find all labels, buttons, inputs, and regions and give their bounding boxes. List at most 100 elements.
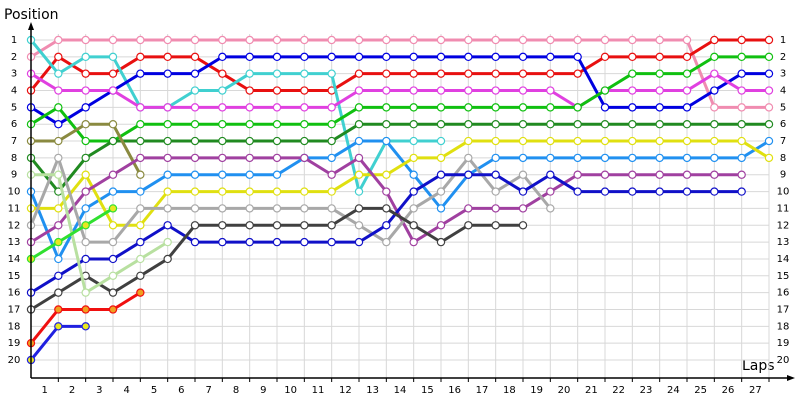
point bbox=[655, 103, 664, 112]
point bbox=[737, 69, 746, 78]
point bbox=[682, 120, 692, 129]
point bbox=[737, 153, 746, 163]
point bbox=[327, 120, 336, 129]
point bbox=[136, 153, 145, 163]
series-line bbox=[31, 139, 770, 227]
point bbox=[136, 204, 145, 213]
y-tick-label-right: 2 bbox=[780, 52, 786, 63]
x-tick-label: 26 bbox=[722, 385, 735, 396]
point bbox=[108, 35, 118, 45]
y-tick-label: 16 bbox=[8, 288, 21, 299]
point bbox=[546, 120, 555, 129]
point bbox=[163, 153, 172, 163]
y-tick-label-right: 16 bbox=[777, 288, 790, 299]
point bbox=[272, 86, 282, 95]
point bbox=[108, 305, 118, 314]
point bbox=[682, 52, 692, 62]
y-tick-label: 20 bbox=[8, 355, 21, 366]
point bbox=[518, 136, 528, 146]
point bbox=[354, 187, 364, 196]
point bbox=[108, 52, 118, 62]
point bbox=[436, 237, 446, 247]
point bbox=[272, 153, 282, 163]
point bbox=[81, 204, 90, 213]
point bbox=[655, 187, 664, 196]
x-tick-label: 18 bbox=[503, 385, 516, 396]
point bbox=[682, 153, 692, 163]
point bbox=[54, 237, 63, 247]
y-tick-label-right: 3 bbox=[780, 69, 786, 80]
point bbox=[382, 103, 391, 112]
point bbox=[764, 52, 774, 62]
point bbox=[409, 187, 418, 196]
y-tick-label-right: 12 bbox=[777, 220, 790, 231]
point bbox=[628, 103, 637, 112]
point bbox=[190, 153, 200, 163]
point bbox=[682, 136, 692, 146]
point bbox=[682, 170, 692, 179]
point bbox=[382, 120, 391, 129]
point bbox=[573, 120, 582, 129]
point bbox=[573, 153, 582, 163]
point bbox=[464, 52, 473, 62]
point bbox=[436, 120, 446, 129]
point bbox=[518, 120, 528, 129]
point bbox=[54, 69, 63, 78]
point bbox=[81, 52, 90, 62]
point bbox=[354, 86, 364, 95]
point bbox=[81, 35, 90, 45]
y-tick-label: 19 bbox=[8, 338, 21, 349]
point bbox=[300, 69, 309, 78]
point bbox=[300, 120, 309, 129]
point bbox=[464, 221, 473, 230]
point bbox=[409, 170, 418, 179]
x-tick-label: 16 bbox=[448, 385, 461, 396]
point bbox=[81, 86, 90, 95]
point bbox=[218, 120, 227, 129]
point bbox=[710, 35, 719, 45]
point bbox=[245, 86, 254, 95]
x-tick-label: 17 bbox=[476, 385, 489, 396]
y-tick-label-right: 6 bbox=[780, 119, 786, 130]
y-tick-label-right: 15 bbox=[777, 271, 790, 282]
point bbox=[518, 52, 528, 62]
y-tick-label: 8 bbox=[11, 153, 17, 164]
point bbox=[546, 187, 555, 196]
point bbox=[218, 52, 227, 62]
point bbox=[628, 187, 637, 196]
x-tick-label: 6 bbox=[178, 385, 184, 396]
point bbox=[190, 86, 200, 95]
point bbox=[464, 204, 473, 213]
point bbox=[136, 288, 145, 297]
point bbox=[464, 136, 473, 146]
point bbox=[327, 187, 336, 196]
point bbox=[354, 170, 364, 179]
point bbox=[409, 120, 418, 129]
point bbox=[409, 204, 418, 213]
point bbox=[190, 221, 200, 230]
point bbox=[245, 221, 254, 230]
x-tick-label: 12 bbox=[339, 385, 352, 396]
point bbox=[382, 170, 391, 179]
point bbox=[354, 136, 364, 146]
point bbox=[163, 35, 172, 45]
y-tick-label-right: 14 bbox=[777, 254, 790, 265]
point bbox=[436, 86, 446, 95]
point bbox=[382, 52, 391, 62]
point bbox=[655, 86, 664, 95]
point bbox=[409, 35, 418, 45]
y-tick-label-right: 13 bbox=[777, 237, 790, 248]
point bbox=[628, 86, 637, 95]
point bbox=[382, 136, 391, 146]
point bbox=[409, 86, 418, 95]
y-tick-label: 3 bbox=[11, 69, 17, 80]
point bbox=[491, 187, 500, 196]
point bbox=[518, 187, 528, 196]
point bbox=[245, 237, 254, 247]
y-tick-label: 10 bbox=[8, 187, 21, 198]
point bbox=[655, 69, 664, 78]
point bbox=[163, 254, 172, 264]
point bbox=[218, 103, 227, 112]
point bbox=[163, 52, 172, 62]
point bbox=[600, 86, 610, 95]
